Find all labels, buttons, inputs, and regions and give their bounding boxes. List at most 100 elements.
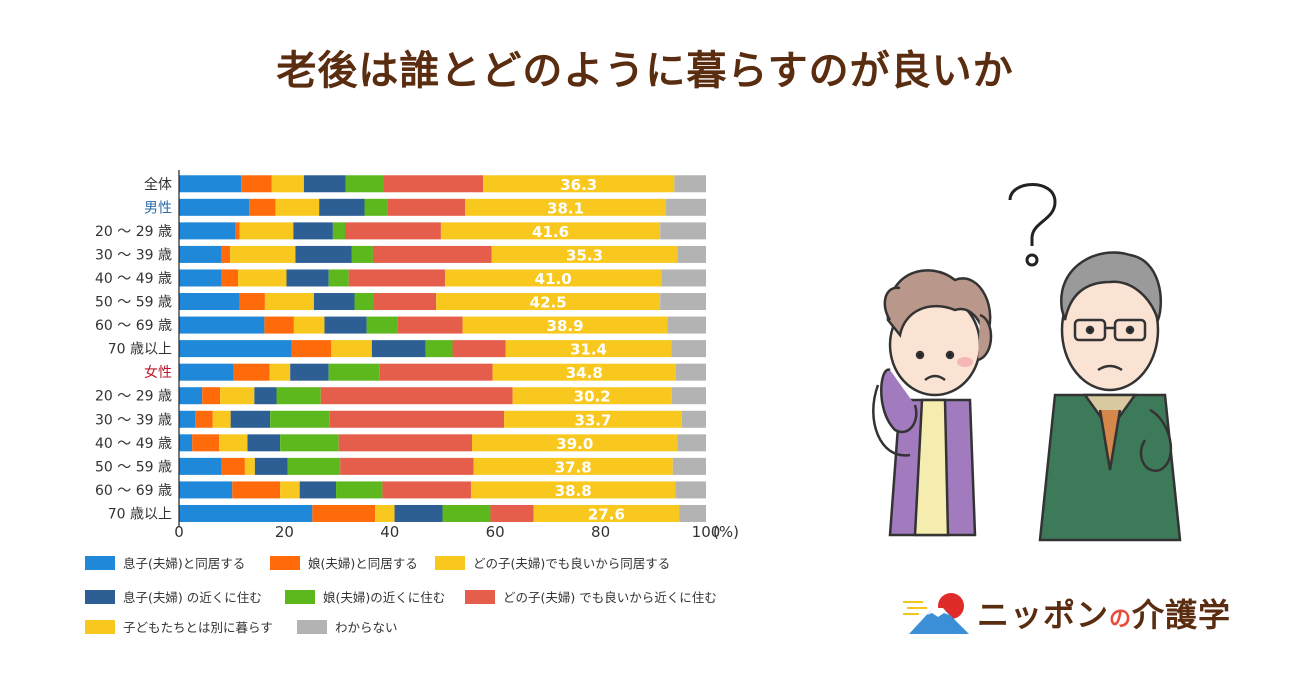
bar-segment <box>324 316 367 334</box>
bar-segment <box>465 198 666 216</box>
bar-segment <box>671 387 706 405</box>
bar-segment <box>375 504 395 522</box>
bar-segment <box>677 434 706 452</box>
bar-segment <box>328 269 349 287</box>
bar-segment <box>345 175 384 193</box>
legend-swatch <box>270 555 300 570</box>
bar-segment <box>331 340 372 358</box>
data-label: 36.3 <box>560 176 597 194</box>
category-label: 60 ～ 69 歳 <box>95 483 172 499</box>
bar-segment <box>303 175 346 193</box>
bar-segment <box>280 481 300 499</box>
bar-segment <box>679 504 706 522</box>
bar-segment <box>295 245 352 263</box>
bar-segment <box>293 222 333 240</box>
bar-segment <box>221 457 245 475</box>
legend-item: 娘(夫婦)と同居する <box>270 553 418 572</box>
mount-fuji-sun-icon <box>903 593 969 634</box>
man-figure <box>1038 251 1182 542</box>
bar-segment <box>329 410 505 428</box>
bar-segment <box>681 410 706 428</box>
legend-item: 息子(夫婦) の近くに住む <box>85 587 262 606</box>
category-label: 60 ～ 69 歳 <box>95 318 172 334</box>
bar-segment <box>313 293 355 311</box>
bar-segment <box>472 434 678 452</box>
bar-segment <box>667 316 706 334</box>
bar-segment <box>290 363 329 381</box>
bar-segment <box>677 245 706 263</box>
brand-logo: ニッポンの介護学 <box>903 590 1231 636</box>
bar-segment <box>660 222 706 240</box>
legend-label: 娘(夫婦)の近くに住む <box>323 590 446 605</box>
bar-segment <box>291 340 332 358</box>
bar-segment <box>328 363 380 381</box>
data-label: 37.8 <box>555 458 592 476</box>
unit-label: (%) <box>713 523 739 541</box>
bar-segment <box>442 504 491 522</box>
brand-name: ニッポンの介護学 <box>977 596 1232 634</box>
legend-item: どの子(夫婦) でも良いから近くに住む <box>465 587 717 606</box>
legend-label: 子どもたちとは別に暮らす <box>123 620 273 635</box>
bar-segment <box>254 457 288 475</box>
bar-segment <box>372 245 492 263</box>
bar-segment <box>249 198 276 216</box>
bar-segment <box>332 222 346 240</box>
legend-swatch <box>85 619 115 634</box>
bar-segment <box>179 198 250 216</box>
bar-segment <box>269 363 291 381</box>
x-tick-label: 60 <box>486 523 505 541</box>
bar-segment <box>276 387 321 405</box>
bar-segment <box>235 222 240 240</box>
data-label: 35.3 <box>566 246 603 264</box>
bar-segment <box>490 504 534 522</box>
bar-segment <box>233 363 270 381</box>
legend-item: わからない <box>297 617 398 636</box>
category-label: 女性 <box>144 364 172 381</box>
category-label: 30 ～ 39 歳 <box>95 247 172 263</box>
bar-segment <box>192 434 220 452</box>
bar-segment <box>383 175 484 193</box>
bar-segment <box>254 387 277 405</box>
bar-segment <box>271 175 304 193</box>
bar-segment <box>179 387 203 405</box>
bar-segment <box>179 410 196 428</box>
bar-segment <box>512 387 672 405</box>
bar-segment <box>241 175 272 193</box>
category-label: 20 ～ 29 歳 <box>95 389 172 405</box>
bar-segment <box>179 363 234 381</box>
bar-segment <box>264 316 294 334</box>
x-tick-label: 80 <box>591 523 610 541</box>
bar-segment <box>351 245 373 263</box>
bar-segment <box>473 457 673 475</box>
data-label: 33.7 <box>574 411 611 429</box>
bar-segment <box>436 293 661 311</box>
bar-segment <box>247 434 281 452</box>
bar-segment <box>387 198 466 216</box>
page-title: 老後は誰とどのように暮らすのが良いか <box>276 48 1014 94</box>
legend-swatch <box>465 589 495 604</box>
bar-segment <box>179 175 242 193</box>
bar-segment <box>445 269 662 287</box>
bar-segment <box>202 387 221 405</box>
bar-segment <box>312 504 376 522</box>
legend-label: 娘(夫婦)と同居する <box>308 556 418 571</box>
bar-segment <box>504 410 682 428</box>
bar-segment <box>179 316 265 334</box>
bar-segment <box>320 387 513 405</box>
bar-segment <box>336 481 383 499</box>
bar-segment <box>264 293 314 311</box>
bar-segment <box>338 434 473 452</box>
data-label: 41.6 <box>532 223 569 241</box>
bar-segment <box>379 363 493 381</box>
bar-segment <box>319 198 365 216</box>
legend-label: わからない <box>335 620 398 635</box>
bar-segment <box>364 198 388 216</box>
bar-segment <box>238 269 287 287</box>
category-label: 男性 <box>144 200 172 216</box>
bar-segment <box>348 269 446 287</box>
bar-segment <box>230 245 296 263</box>
x-tick-label: 20 <box>275 523 294 541</box>
bar-segment <box>440 222 661 240</box>
bar-segment <box>221 245 231 263</box>
category-label: 70 歳以上 <box>108 506 172 522</box>
